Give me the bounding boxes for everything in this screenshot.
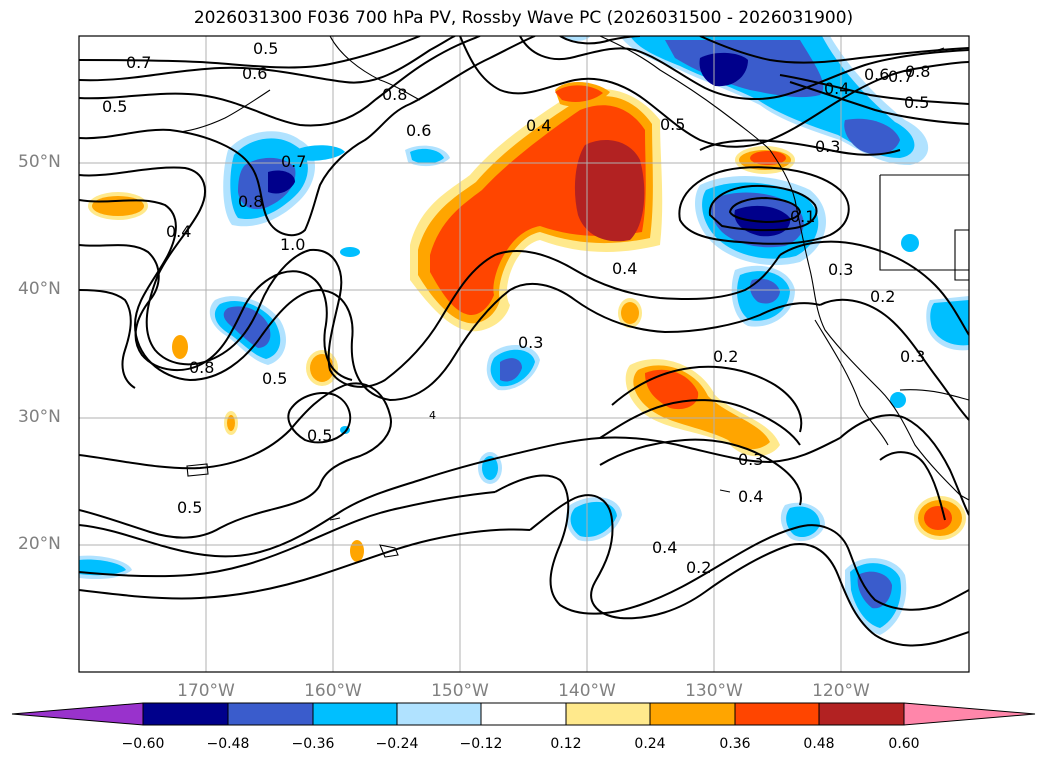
colorbar — [11, 702, 1036, 726]
lon-label-160w: 160°W — [304, 681, 362, 701]
contour-label: 0.5 — [177, 498, 202, 517]
colorbar-tick: −0.24 — [375, 736, 419, 752]
contour-label: 0.5 — [904, 93, 929, 112]
contour-label: 4 — [429, 409, 436, 422]
colorbar-tick: 0.24 — [634, 736, 666, 752]
contour-label: 0.3 — [738, 450, 763, 469]
contour-label: 0.4 — [166, 222, 191, 241]
lat-label-50n: 50°N — [18, 152, 61, 172]
colorbar-swatch — [227, 702, 314, 726]
positive-anomaly-core — [574, 140, 645, 242]
contour-label: 0.6 — [242, 64, 267, 83]
colorbar-swatch — [818, 702, 905, 726]
contour-label: 0.5 — [253, 39, 278, 58]
contour-label: 0.5 — [660, 115, 685, 134]
lon-label-150w: 150°W — [431, 681, 489, 701]
contour-label: 0.8 — [382, 85, 407, 104]
contour-label: 0.7 — [126, 53, 151, 72]
colorbar-swatch — [142, 702, 229, 726]
lat-label-20n: 20°N — [18, 534, 61, 554]
colorbar-extend-min — [11, 702, 144, 726]
contour-label: 0.7 — [281, 152, 306, 171]
lon-label-130w: 130°W — [685, 681, 743, 701]
lon-label-170w: 170°W — [177, 681, 235, 701]
lat-label-40n: 40°N — [18, 279, 61, 299]
colorbar-swatch — [565, 702, 651, 726]
contour-label: 0.2 — [870, 287, 895, 306]
contour-label: 0.5 — [102, 97, 127, 116]
contour-label: 0.6 — [406, 121, 431, 140]
colorbar-tick: −0.12 — [459, 736, 503, 752]
lat-label-30n: 30°N — [18, 407, 61, 427]
colorbar-swatch — [480, 702, 567, 726]
contour-labels: 0.7 0.5 0.6 0.8 0.6 0.4 0.5 0.7 0.8 1.0 … — [102, 39, 930, 577]
contour-label: 0.4 — [526, 116, 551, 135]
colorbar-tick: −0.48 — [206, 736, 250, 752]
contour-label: 0.3 — [828, 260, 853, 279]
colorbar-tick: −0.36 — [291, 736, 335, 752]
contour-label: 0.4 — [652, 538, 677, 557]
contour-label: 0.1 — [790, 207, 815, 226]
contour-label: 0.8 — [238, 192, 263, 211]
contour-label: 0.5 — [307, 426, 332, 445]
colorbar-tick: 0.60 — [888, 736, 920, 752]
colorbar-swatch — [649, 702, 736, 726]
contour-label: 0.4 — [738, 487, 763, 506]
contour-label: 1.0 — [280, 235, 305, 254]
colorbar-tick: −0.60 — [121, 736, 165, 752]
colorbar-tick: 0.12 — [550, 736, 582, 752]
colorbar-swatch — [312, 702, 398, 726]
colorbar-swatch — [734, 702, 820, 726]
contour-label: 0.2 — [713, 347, 738, 366]
colorbar-swatch — [396, 702, 482, 726]
contour-label: 0.8 — [189, 358, 214, 377]
colorbar-tick: 0.48 — [803, 736, 835, 752]
contour-label: 0.7 — [888, 67, 913, 86]
contour-label: 0.6 — [864, 65, 889, 84]
graticule — [79, 36, 969, 672]
contour-label: 0.3 — [518, 333, 543, 352]
colorbar-tick: 0.36 — [719, 736, 751, 752]
contour-label: 0.2 — [686, 558, 711, 577]
colorbar-extend-max — [903, 702, 1036, 726]
lon-label-120w: 120°W — [812, 681, 870, 701]
contour-label: 0.3 — [815, 137, 840, 156]
map-title: 2026031300 F036 700 hPa PV, Rossby Wave … — [193, 8, 854, 28]
contour-label: 0.5 — [262, 369, 287, 388]
map-frame — [78, 35, 970, 673]
lon-label-140w: 140°W — [558, 681, 616, 701]
contour-label: 0.3 — [900, 347, 925, 366]
contour-label: 0.4 — [824, 79, 849, 98]
pv-contours — [79, 36, 969, 647]
contour-label: 0.4 — [612, 259, 637, 278]
contour-label: 0.8 — [905, 62, 930, 81]
